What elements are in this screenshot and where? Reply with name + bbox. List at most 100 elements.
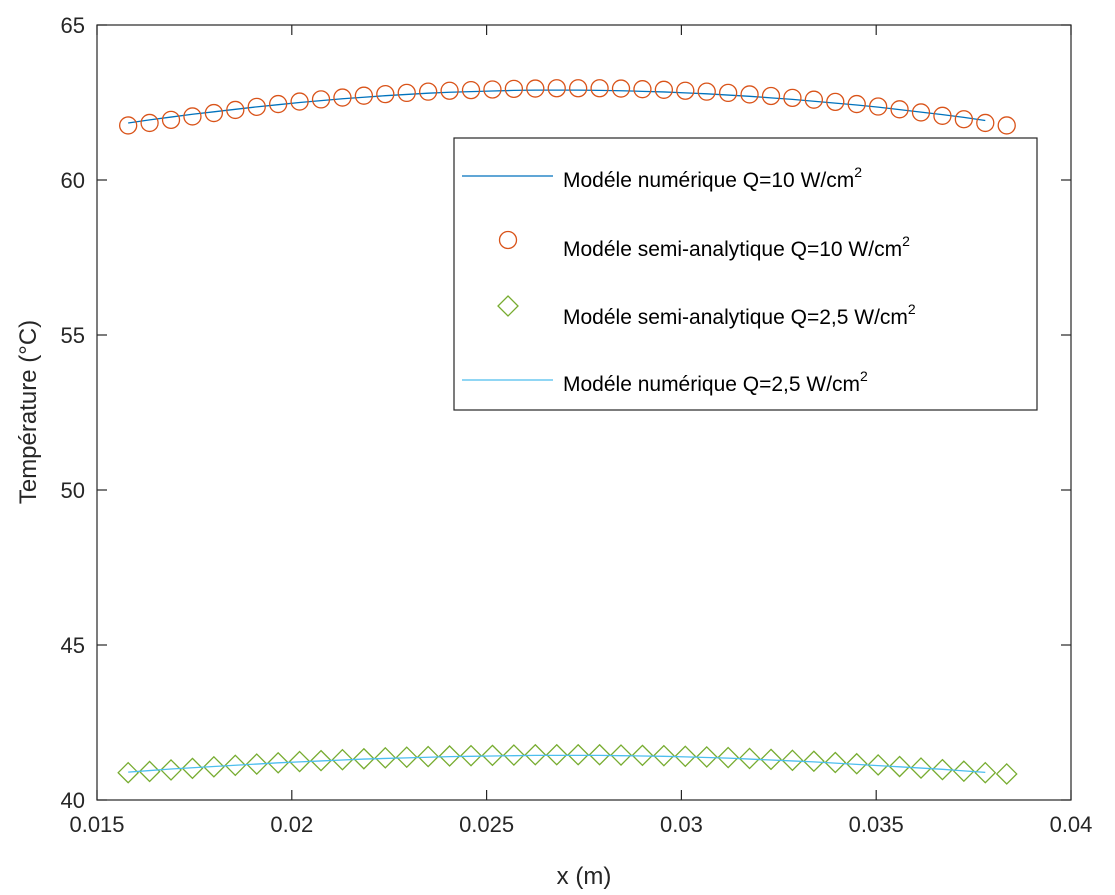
series-point-circle (761, 86, 781, 106)
series-point-diamond (267, 751, 290, 774)
series-point-diamond (117, 761, 140, 784)
x-tick-label: 0.035 (849, 812, 904, 837)
y-axis-label: Température (°C) (15, 320, 42, 504)
series-point-circle (354, 86, 374, 105)
series-point-circle (611, 79, 631, 98)
series-point-circle (204, 103, 224, 123)
series-point-diamond (524, 743, 547, 766)
series-point-diamond (717, 746, 740, 769)
series-point-diamond (160, 759, 182, 781)
y-tick-label: 60 (61, 168, 85, 193)
series-point-circle (183, 107, 202, 126)
series-point-circle (826, 92, 845, 112)
series-point-diamond (610, 744, 632, 766)
legend-label-text: Modéle semi-analytique Q=2,5 W/cm (563, 306, 908, 329)
legend-label-superscript: 2 (902, 233, 910, 249)
series-point-diamond (245, 753, 268, 775)
series-point-circle (119, 116, 138, 135)
series-point-diamond (352, 747, 375, 770)
legend-label: Modéle semi-analytique Q=2,5 W/cm2 (563, 301, 916, 329)
y-tick-label: 55 (61, 323, 85, 348)
series-line-0 (128, 89, 986, 124)
series-point-circle (633, 80, 652, 99)
series-point-circle (890, 100, 909, 119)
y-tick-label: 50 (61, 478, 85, 503)
series-point-circle (997, 116, 1016, 135)
series-point-diamond (695, 745, 718, 768)
series-point-diamond (545, 743, 568, 766)
series-point-circle (526, 79, 545, 98)
series-point-diamond (181, 757, 204, 780)
series-point-diamond (674, 745, 697, 768)
series-point-circle (933, 106, 952, 125)
series-point-diamond (760, 748, 782, 771)
legend-label-superscript: 2 (854, 164, 862, 180)
legend-box (453, 137, 1038, 411)
series-point-circle (719, 83, 738, 103)
series-point-diamond (588, 743, 611, 766)
series-point-circle (783, 88, 802, 107)
y-tick-label: 40 (61, 788, 85, 813)
x-axis-label: x (m) (557, 863, 612, 890)
legend-label-text: Modéle semi-analytique Q=10 W/cm (563, 238, 902, 261)
series-point-diamond (460, 744, 482, 767)
series-point-circle (868, 97, 888, 116)
legend-label-superscript: 2 (860, 368, 868, 384)
series-point-circle (740, 85, 759, 104)
series-point-circle (440, 81, 459, 100)
series-point-diamond (867, 754, 890, 776)
series-point-diamond (824, 751, 847, 774)
series-point-diamond (202, 755, 225, 778)
series-point-diamond (631, 744, 654, 767)
y-tick-label: 45 (61, 633, 85, 658)
series-point-diamond (331, 748, 354, 771)
series-point-circle (504, 79, 524, 99)
series-point-diamond (138, 760, 161, 783)
series-point-circle (290, 92, 309, 111)
series-point-diamond (417, 745, 440, 768)
legend-label: Modéle numérique Q=10 W/cm2 (563, 164, 862, 192)
series-point-diamond (781, 749, 804, 772)
series-point-diamond (224, 754, 247, 777)
legend: Modéle numérique Q=10 W/cm2 Modéle semi-a… (453, 137, 1038, 411)
legend-label-superscript: 2 (908, 301, 916, 317)
series-point-diamond (845, 752, 868, 775)
series-point-diamond (802, 750, 825, 773)
series-point-circle (954, 110, 974, 129)
legend-label: Modéle semi-analytique Q=10 W/cm2 (563, 233, 910, 261)
series-point-circle (483, 80, 502, 99)
series-point-diamond (974, 761, 997, 784)
series-point-diamond (652, 744, 675, 767)
x-tick-label: 0.03 (660, 812, 703, 837)
series-point-circle (247, 97, 266, 116)
series-point-diamond (952, 760, 975, 783)
plot-frame (96, 24, 1072, 801)
series-point-circle (654, 80, 674, 99)
series-point-circle (226, 100, 245, 120)
x-tick-label: 0.04 (1050, 812, 1093, 837)
series-point-diamond (931, 758, 954, 781)
series-point-circle (697, 82, 716, 101)
series-point-diamond (438, 745, 461, 767)
x-tick-label: 0.02 (270, 812, 313, 837)
legend-circle-symbol (498, 230, 518, 250)
legend-diamond-symbol (497, 295, 519, 317)
series-point-circle (590, 79, 609, 98)
series-point-circle (161, 110, 181, 130)
series-point-diamond (310, 749, 332, 772)
series-point-circle (419, 82, 438, 101)
series-point-diamond (888, 755, 911, 778)
series-point-circle (976, 113, 995, 133)
series-point-circle (911, 103, 931, 122)
series-point-diamond (374, 746, 397, 769)
series-point-diamond (995, 763, 1018, 785)
series-point-circle (269, 94, 288, 114)
ticks-layer: 0.015 0.02 0.025 0.03 0.035 0.04 40 45 50 55 60 65 (61, 13, 1093, 837)
series-point-circle (569, 79, 588, 98)
legend-label: Modéle numérique Q=2,5 W/cm2 (563, 368, 868, 396)
series-point-circle (333, 88, 352, 107)
x-tick-label: 0.015 (69, 812, 124, 837)
legend-entries: Modéle numérique Q=10 W/cm2 Modéle semi-a… (462, 164, 916, 396)
series-point-circle (376, 84, 395, 104)
